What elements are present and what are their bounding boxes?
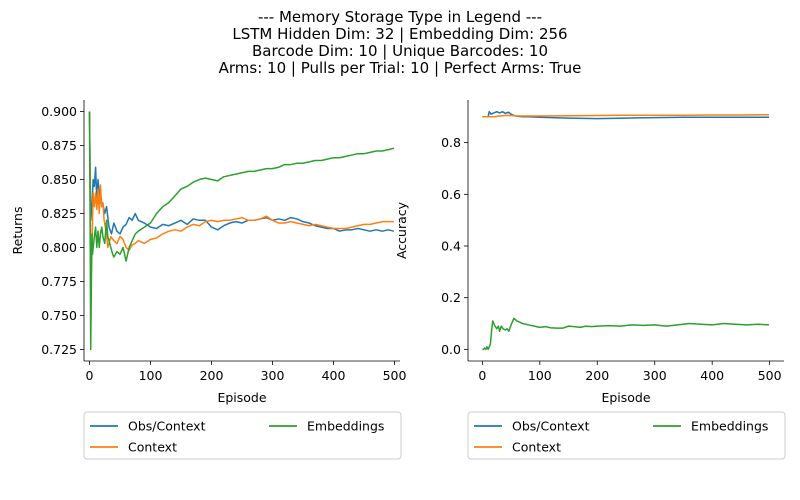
returns-y-tick-label: 0.775: [41, 274, 77, 289]
returns-chart: 0 100 200 300 400 500 0.725 0.750 0.775 0.800 0.82…: [10, 100, 407, 460]
returns-legend-label-0: Obs/Context: [128, 419, 206, 434]
accuracy-legend-frame: [467, 411, 786, 460]
accuracy-y-tick-label: 0.6: [441, 187, 461, 202]
returns-y-tick-label: 0.850: [41, 172, 77, 187]
figure-title-line-2: LSTM Hidden Dim: 32 | Embedding Dim: 256: [232, 25, 567, 43]
returns-y-tick-label: 0.875: [41, 138, 77, 153]
accuracy-x-tick-label: 400: [700, 368, 724, 383]
accuracy-x-tick-label: 500: [758, 368, 782, 383]
returns-x-tick-label: 100: [139, 368, 163, 383]
accuracy-y-tick-label: 0.4: [441, 239, 461, 254]
accuracy-y-axis-label: Accuracy: [394, 201, 409, 259]
accuracy-y-tick-label: 0.8: [441, 135, 461, 150]
accuracy-y-tick-label: 0.2: [441, 290, 461, 305]
accuracy-x-axis-label: Episode: [601, 390, 650, 405]
returns-y-tick-label: 0.900: [41, 104, 77, 119]
returns-x-tick-label: 400: [322, 368, 346, 383]
returns-y-tick-label: 0.725: [41, 342, 77, 357]
accuracy-x-tick-label: 0: [478, 368, 486, 383]
returns-legend-frame: [83, 411, 402, 460]
figure-title-line-4: Arms: 10 | Pulls per Trial: 10 | Perfect…: [219, 59, 582, 77]
figure-title-line-3: Barcode Dim: 10 | Unique Barcodes: 10: [252, 42, 548, 60]
accuracy-legend-label-0: Obs/Context: [512, 419, 590, 434]
figure-title-line-1: --- Memory Storage Type in Legend ---: [258, 8, 542, 26]
returns-y-axis-label: Returns: [10, 207, 25, 255]
accuracy-x-tick-label: 300: [643, 368, 667, 383]
returns-x-axis-label: Episode: [217, 390, 266, 405]
accuracy-series-line-2: [482, 317, 770, 351]
accuracy-chart: 0 100 200 300 400 500 0.0 0.2 0.4 0.6 0.8 Episode Ac…: [394, 100, 786, 460]
accuracy-y-tick-label: 0.0: [441, 342, 461, 357]
returns-x-tick-label: 200: [200, 368, 224, 383]
accuracy-legend: Obs/Context Context Embeddings: [467, 411, 786, 460]
accuracy-legend-label-1: Context: [512, 440, 561, 455]
returns-legend-label-1: Context: [128, 440, 177, 455]
accuracy-series-line-1: [482, 113, 770, 118]
returns-y-tick-label: 0.750: [41, 308, 77, 323]
returns-x-tick-label: 500: [383, 368, 407, 383]
returns-legend: Obs/Context Context Embeddings: [83, 411, 402, 460]
returns-series-line-1: [88, 111, 394, 294]
accuracy-legend-label-2: Embeddings: [691, 419, 768, 434]
accuracy-x-tick-label: 200: [585, 368, 609, 383]
returns-x-tick-label: 300: [261, 368, 285, 383]
returns-series-line-2: [88, 111, 395, 351]
returns-y-tick-label: 0.825: [41, 206, 77, 221]
returns-y-tick-label: 0.800: [41, 240, 77, 255]
accuracy-x-tick-label: 100: [528, 368, 552, 383]
returns-legend-label-2: Embeddings: [307, 419, 384, 434]
returns-x-tick-label: 0: [86, 368, 94, 383]
